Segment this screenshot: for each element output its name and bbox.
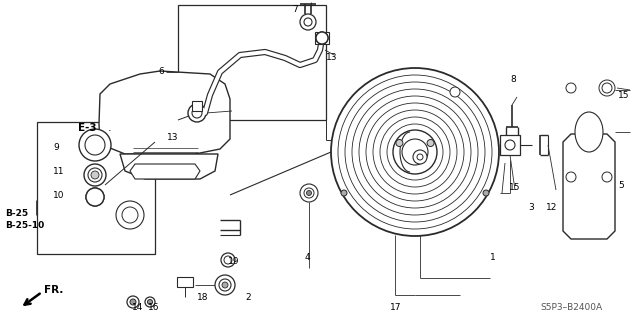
- Circle shape: [304, 188, 314, 198]
- Circle shape: [86, 188, 104, 206]
- Bar: [178, 5, 326, 120]
- Circle shape: [86, 188, 104, 206]
- Circle shape: [417, 154, 423, 160]
- Circle shape: [224, 256, 232, 264]
- Text: E-3: E-3: [78, 123, 97, 133]
- Polygon shape: [130, 164, 200, 179]
- Text: 18: 18: [197, 293, 209, 302]
- Circle shape: [316, 32, 328, 44]
- Text: 1: 1: [490, 254, 496, 263]
- Text: 16: 16: [148, 303, 159, 313]
- Text: 9: 9: [53, 144, 59, 152]
- Circle shape: [450, 87, 460, 97]
- Text: 7: 7: [292, 5, 298, 14]
- Text: B-25-10: B-25-10: [5, 220, 44, 229]
- Circle shape: [147, 300, 152, 305]
- Bar: [315, 32, 329, 44]
- Circle shape: [352, 89, 478, 215]
- Text: 5: 5: [618, 181, 624, 189]
- Circle shape: [222, 282, 228, 288]
- Circle shape: [341, 190, 347, 196]
- Circle shape: [79, 129, 111, 161]
- Text: S5P3–B2400A: S5P3–B2400A: [540, 303, 602, 313]
- Text: 15: 15: [618, 91, 630, 100]
- Text: 10: 10: [53, 191, 65, 201]
- Circle shape: [566, 83, 576, 93]
- Circle shape: [380, 117, 450, 187]
- Text: 6: 6: [158, 68, 164, 77]
- Ellipse shape: [575, 112, 603, 152]
- Text: B-25: B-25: [5, 209, 28, 218]
- Text: 4: 4: [305, 254, 310, 263]
- Circle shape: [127, 296, 139, 308]
- Circle shape: [402, 139, 428, 165]
- Circle shape: [89, 191, 101, 203]
- Circle shape: [85, 135, 105, 155]
- Text: 13: 13: [326, 54, 337, 63]
- Circle shape: [307, 190, 312, 196]
- Circle shape: [215, 275, 235, 295]
- Circle shape: [304, 18, 312, 26]
- Circle shape: [338, 75, 492, 229]
- Bar: [81, 139, 109, 151]
- Circle shape: [116, 201, 144, 229]
- Circle shape: [427, 139, 434, 146]
- Circle shape: [366, 103, 464, 201]
- Circle shape: [88, 168, 102, 182]
- Text: 19: 19: [228, 257, 239, 266]
- Circle shape: [413, 150, 427, 164]
- Circle shape: [345, 82, 485, 222]
- Circle shape: [483, 190, 489, 196]
- Polygon shape: [120, 154, 218, 179]
- Text: 17: 17: [390, 303, 401, 313]
- Circle shape: [387, 124, 443, 180]
- Circle shape: [219, 279, 231, 291]
- Circle shape: [393, 130, 437, 174]
- Circle shape: [316, 32, 328, 44]
- Circle shape: [505, 140, 515, 150]
- Circle shape: [145, 297, 155, 307]
- Circle shape: [84, 164, 106, 186]
- Text: 14: 14: [132, 303, 143, 313]
- Circle shape: [122, 207, 138, 223]
- Circle shape: [300, 14, 316, 30]
- Text: 2: 2: [245, 293, 251, 302]
- Circle shape: [300, 184, 318, 202]
- Circle shape: [192, 108, 202, 118]
- Bar: [500, 135, 520, 155]
- Circle shape: [396, 139, 403, 146]
- Circle shape: [91, 171, 99, 179]
- Circle shape: [602, 172, 612, 182]
- Circle shape: [88, 189, 102, 204]
- Circle shape: [221, 253, 235, 267]
- Circle shape: [566, 172, 576, 182]
- Bar: [192, 101, 202, 111]
- Text: 13: 13: [167, 133, 179, 143]
- Text: 8: 8: [510, 76, 516, 85]
- Circle shape: [373, 110, 457, 194]
- Text: 3: 3: [528, 204, 534, 212]
- Circle shape: [331, 68, 499, 236]
- Text: 15: 15: [509, 183, 520, 192]
- Bar: [37, 122, 155, 254]
- Text: FR.: FR.: [44, 285, 63, 295]
- Circle shape: [359, 96, 471, 208]
- Circle shape: [188, 104, 206, 122]
- Polygon shape: [99, 71, 230, 154]
- Circle shape: [599, 80, 615, 96]
- Circle shape: [602, 83, 612, 93]
- Text: 12: 12: [546, 204, 557, 212]
- Bar: [177, 277, 193, 287]
- Circle shape: [89, 191, 101, 203]
- Text: 11: 11: [53, 167, 65, 176]
- Polygon shape: [563, 134, 615, 239]
- Circle shape: [130, 299, 136, 305]
- Text: .: .: [108, 123, 111, 133]
